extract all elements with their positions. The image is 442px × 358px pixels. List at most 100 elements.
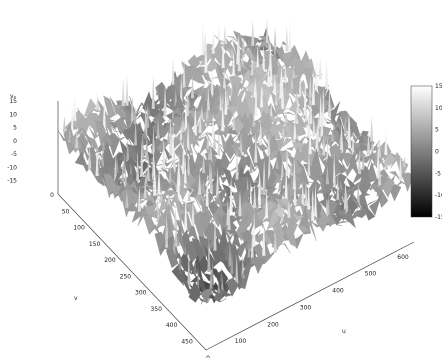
surface-spike — [308, 76, 312, 98]
surface-patch — [80, 159, 94, 173]
surface-spike — [88, 144, 92, 169]
surface-spike — [253, 183, 257, 209]
surface-spike — [258, 178, 262, 208]
surface-spike — [347, 113, 351, 149]
surface-patch — [147, 174, 160, 194]
surface-spike — [230, 250, 234, 274]
surface-patch — [177, 269, 190, 294]
y-tick-label: 100 — [73, 225, 85, 232]
surface-spike — [184, 97, 188, 131]
surface-spike — [384, 127, 388, 155]
surface-spike — [285, 25, 289, 52]
surface-patch — [141, 104, 154, 113]
surface-spike — [172, 147, 177, 174]
x-tick-label: 300 — [300, 304, 312, 311]
surface-spike — [237, 50, 241, 72]
surface-spike — [186, 122, 190, 151]
surface-spike — [181, 114, 185, 133]
surface-patch — [389, 171, 402, 184]
z-tick-label: 5 — [13, 125, 17, 132]
surface-spike — [284, 110, 288, 124]
surface-spike — [204, 39, 208, 73]
surface-spike — [186, 153, 191, 177]
y-tick-label: 300 — [135, 290, 147, 297]
surface-spike — [227, 202, 231, 230]
surface-spike — [198, 171, 202, 195]
surface-patch — [115, 106, 129, 118]
surface-spike — [193, 259, 197, 274]
surface-spike — [269, 59, 273, 87]
surface-spike — [288, 20, 292, 56]
surface-spike — [378, 161, 382, 186]
surface-spike — [311, 68, 315, 106]
surface-spike — [332, 151, 336, 188]
surface-patch — [310, 67, 323, 77]
surface-spike — [241, 254, 245, 279]
surface-spike — [165, 223, 169, 248]
z-tick-label: 15 — [9, 98, 17, 105]
surface-spike — [252, 211, 256, 248]
surface-spike — [221, 39, 225, 68]
surface-spike — [232, 49, 236, 79]
y-tick-label: 50 — [62, 208, 70, 215]
surface-patch — [278, 243, 291, 254]
surface-spike — [156, 205, 160, 222]
surface-spike — [220, 275, 224, 292]
surface-spike — [267, 132, 271, 155]
surface-spike — [307, 178, 311, 210]
surface-spike — [235, 146, 239, 182]
surface-spike — [292, 158, 296, 190]
tick-labels: 0100200300400500600050100150200250300350… — [7, 98, 409, 358]
surface-spike — [186, 90, 190, 115]
surface-spike — [212, 131, 217, 149]
surface-spike — [145, 103, 150, 128]
surface-spike — [357, 150, 362, 174]
surface-patch — [340, 160, 354, 177]
surface-spike — [187, 190, 191, 201]
surface-patch — [369, 194, 382, 216]
surface-patch — [300, 121, 313, 129]
surface-patch — [248, 156, 261, 172]
surface-spike — [262, 175, 266, 195]
surface-spike — [290, 76, 294, 90]
z-tick-label: 10 — [9, 111, 17, 118]
surface-patch — [229, 163, 242, 173]
surface-spike — [159, 189, 163, 201]
surface-patch — [343, 207, 356, 229]
surface-patch — [278, 149, 292, 163]
y-tick-label: 350 — [150, 306, 162, 313]
surface-patch — [188, 186, 202, 211]
surface-spike — [221, 92, 225, 104]
colorbar-tick-label: 10 — [435, 105, 442, 112]
surface-spike — [95, 143, 99, 176]
surface-spike — [269, 101, 273, 119]
surface-patch — [395, 180, 408, 188]
surface-spike — [274, 93, 278, 106]
surface-spike — [366, 131, 371, 154]
surface-spike — [181, 148, 185, 180]
surface-spike — [307, 150, 311, 176]
surface-spike — [134, 119, 138, 148]
u-axis-line — [205, 241, 415, 351]
surface-spike — [210, 257, 214, 286]
surface-patch — [140, 183, 153, 189]
surface-spike — [238, 189, 242, 217]
surface-spike — [179, 72, 183, 106]
surface-spike — [275, 158, 279, 170]
surface-spike — [312, 116, 316, 137]
surface-patch — [215, 188, 228, 191]
surface-spike — [289, 162, 293, 178]
surface-patch — [270, 176, 284, 188]
surface-spike — [202, 151, 206, 174]
surface-spike — [121, 162, 125, 186]
surface-spike — [376, 141, 380, 179]
surface-spike — [126, 138, 130, 162]
surface-spike — [211, 32, 215, 54]
surface-spike — [293, 178, 297, 206]
colorbar-ticks: 15 10 5 0 -5 -10 -15 — [435, 83, 442, 221]
surface-spike — [140, 139, 144, 177]
surface-spike — [265, 17, 269, 48]
surface-spike — [209, 166, 213, 192]
surface-patch — [205, 57, 219, 72]
surface-spike — [361, 153, 365, 170]
